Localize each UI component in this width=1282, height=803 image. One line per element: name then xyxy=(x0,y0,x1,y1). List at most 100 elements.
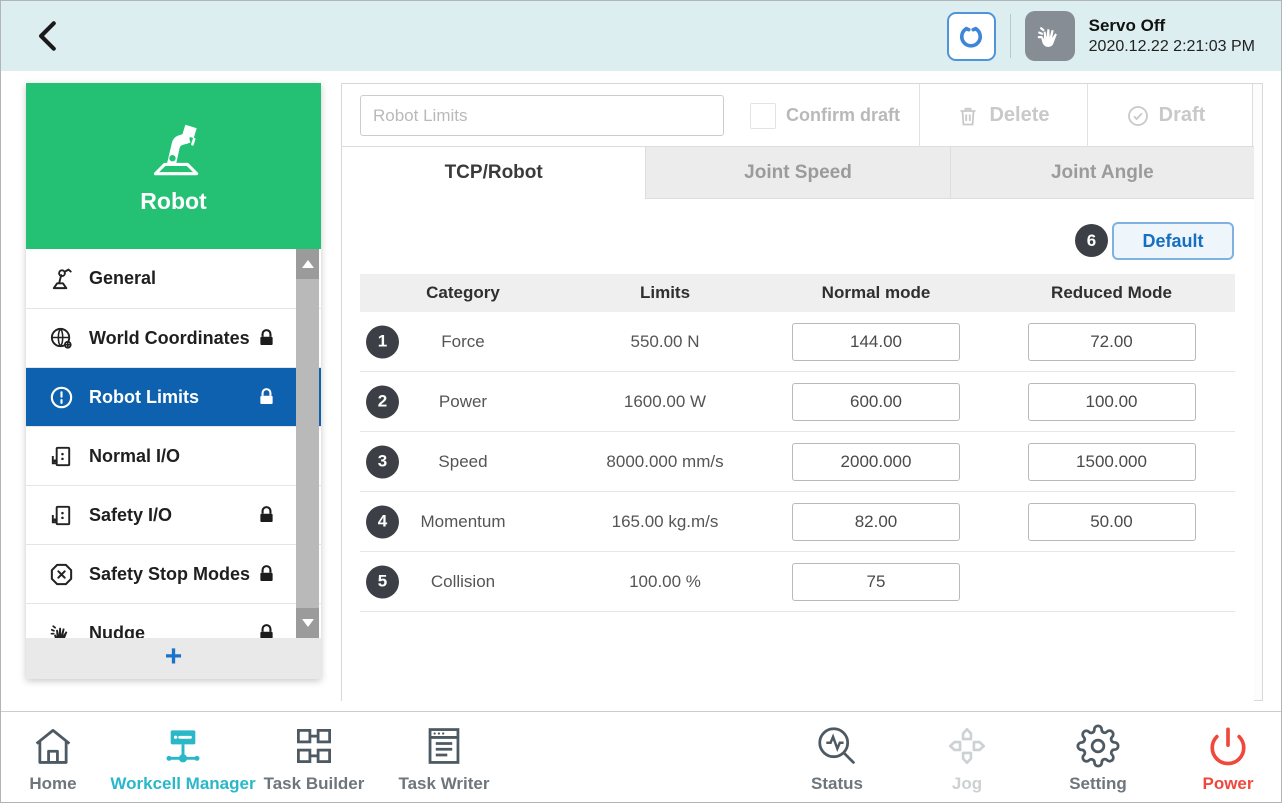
callout-badge-2: 2 xyxy=(366,385,399,418)
sidebar-item-world-coordinates[interactable]: World Coordinates xyxy=(26,308,321,367)
power-normal-input[interactable] xyxy=(792,382,960,421)
add-workcell-button[interactable]: + xyxy=(26,638,321,679)
hand-icon xyxy=(1034,20,1066,52)
momentum-normal-input[interactable] xyxy=(792,502,960,541)
table-header: Category Limits Normal mode Reduced Mode xyxy=(360,274,1235,312)
sidebar-item-label: World Coordinates xyxy=(89,327,250,348)
confirm-draft-label: Confirm draft xyxy=(786,105,900,125)
confirm-draft-checkbox[interactable] xyxy=(750,102,776,129)
lock-icon xyxy=(256,387,277,408)
nav-setting[interactable]: Setting xyxy=(1023,720,1173,794)
power-reduced-input[interactable] xyxy=(1027,382,1196,421)
sidebar-item-label: General xyxy=(89,268,157,288)
tab-tcp-robot[interactable]: TCP/Robot xyxy=(342,147,646,199)
draft-button[interactable]: Draft xyxy=(1087,84,1244,147)
force-normal-input[interactable] xyxy=(792,322,960,361)
tab-label: Joint Angle xyxy=(1050,161,1154,183)
robot-arm-icon xyxy=(135,118,213,184)
sidebar-item-label: Robot Limits xyxy=(89,386,199,407)
gear-icon xyxy=(1076,720,1120,772)
limit-cell: 550.00 N xyxy=(630,331,700,351)
nav-label: Task Writer xyxy=(398,774,490,793)
sidebar-item-nudge[interactable]: Nudge xyxy=(26,603,321,638)
triangle-down-icon xyxy=(301,619,314,627)
lock-icon xyxy=(256,623,277,638)
callout-badge-1: 1 xyxy=(366,325,399,358)
column-header-category: Category xyxy=(426,283,500,302)
tab-label: Joint Speed xyxy=(744,161,852,183)
home-icon xyxy=(30,720,76,772)
sidebar-scrollbar[interactable] xyxy=(296,249,319,638)
sidebar-item-normal-io[interactable]: Normal I/O xyxy=(26,426,321,485)
callout-badge-3: 3 xyxy=(366,445,399,478)
nav-power[interactable]: Power xyxy=(1153,720,1281,794)
item-name-input[interactable] xyxy=(360,95,724,136)
nav-label: Setting xyxy=(1069,774,1127,793)
workcell-manager-icon xyxy=(160,720,206,772)
back-button[interactable] xyxy=(27,14,71,58)
limit-cell: 1600.00 W xyxy=(623,391,707,411)
gripper-tool-button[interactable] xyxy=(946,11,996,61)
tab-joint-speed[interactable]: Joint Speed xyxy=(645,147,950,199)
delete-label: Delete xyxy=(989,104,1050,126)
scroll-down-button[interactable] xyxy=(296,608,319,638)
sidebar-item-safety-stop-modes[interactable]: Safety Stop Modes xyxy=(26,544,321,603)
nav-home[interactable]: Home xyxy=(1,720,128,794)
speed-reduced-input[interactable] xyxy=(1027,442,1196,481)
nav-label: Workcell Manager xyxy=(110,774,256,793)
servo-status: Servo Off xyxy=(1088,16,1166,35)
panel-toolbar: Confirm draft Delete Draft xyxy=(342,84,1254,147)
task-builder-icon xyxy=(291,720,337,772)
trash-icon xyxy=(956,104,980,128)
robot-limits-icon xyxy=(46,384,76,411)
column-header-normal-mode: Normal mode xyxy=(821,283,931,302)
collision-normal-input[interactable] xyxy=(792,562,960,601)
scroll-up-button[interactable] xyxy=(296,249,319,279)
table-row-force: 1 Force 550.00 N xyxy=(360,312,1235,372)
nav-task-builder[interactable]: Task Builder xyxy=(239,720,389,794)
category-cell: Momentum xyxy=(420,511,506,531)
default-button[interactable]: Default xyxy=(1112,222,1234,260)
world-coordinates-icon xyxy=(46,325,76,352)
toolbar-divider xyxy=(919,84,920,147)
status-icon xyxy=(814,720,860,772)
topbar-divider xyxy=(1009,14,1011,58)
column-header-reduced-mode: Reduced Mode xyxy=(1051,283,1172,302)
hand-guide-tile[interactable] xyxy=(1024,11,1075,61)
delete-button[interactable]: Delete xyxy=(919,84,1087,147)
callout-badge-6: 6 xyxy=(1075,224,1108,257)
bottom-navigation: Home Workcell Manager xyxy=(1,711,1281,802)
sidebar-menu: General World Coordinates xyxy=(26,249,321,638)
nav-task-writer[interactable]: Task Writer xyxy=(369,720,519,794)
jog-icon xyxy=(944,720,990,772)
sidebar-item-general[interactable]: General xyxy=(26,249,321,308)
tab-label: TCP/Robot xyxy=(444,161,543,183)
nav-jog[interactable]: Jog xyxy=(892,720,1042,794)
power-icon xyxy=(1207,720,1249,772)
nav-label: Home xyxy=(29,774,77,793)
tab-joint-angle[interactable]: Joint Angle xyxy=(949,147,1254,199)
toolbar-divider xyxy=(1087,84,1088,147)
momentum-reduced-input[interactable] xyxy=(1027,502,1196,541)
nav-workcell-manager[interactable]: Workcell Manager xyxy=(108,720,258,794)
gripper-icon xyxy=(956,21,986,51)
sidebar-title: Robot xyxy=(140,187,207,214)
speed-normal-input[interactable] xyxy=(792,442,960,481)
table-row-momentum: 4 Momentum 165.00 kg.m/s xyxy=(360,492,1235,552)
status-timestamp: 2020.12.22 2:21:03 PM xyxy=(1088,38,1255,55)
limits-table: Category Limits Normal mode Reduced Mode… xyxy=(360,274,1235,612)
back-chevron-icon xyxy=(30,17,68,55)
category-cell: Speed xyxy=(438,451,488,471)
nav-label: Task Builder xyxy=(263,774,365,793)
task-writer-icon xyxy=(421,720,467,772)
sidebar-robot-card[interactable]: Robot xyxy=(26,83,321,249)
category-cell: Collision xyxy=(430,571,496,591)
io-port-icon xyxy=(46,502,76,529)
safety-stop-icon xyxy=(46,561,76,588)
nav-status[interactable]: Status xyxy=(762,720,912,794)
force-reduced-input[interactable] xyxy=(1027,322,1196,361)
limit-cell: 165.00 kg.m/s xyxy=(611,511,719,531)
robot-limits-panel: Confirm draft Delete Draft xyxy=(341,83,1263,702)
sidebar-item-robot-limits[interactable]: Robot Limits xyxy=(26,367,321,426)
sidebar-item-safety-io[interactable]: Safety I/O xyxy=(26,485,321,544)
